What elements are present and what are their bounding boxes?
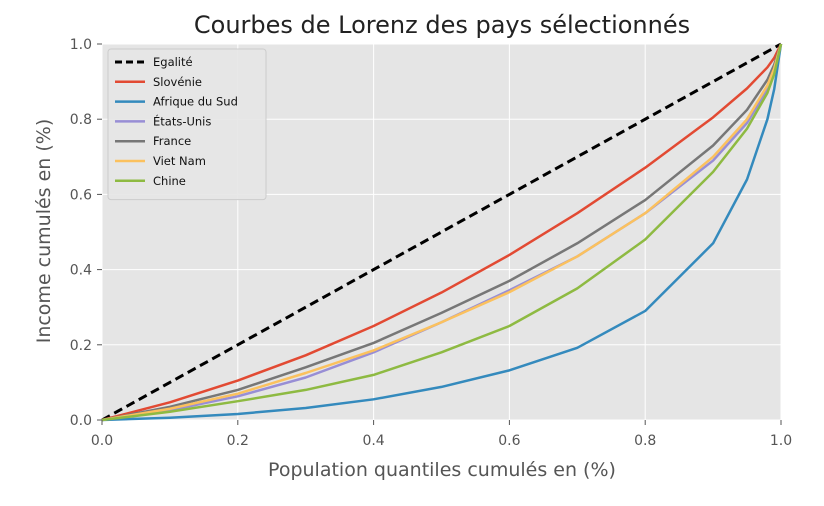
legend-label: France (153, 134, 191, 148)
series-line-5 (101, 43, 783, 422)
x-axis-label: Population quantiles cumulés en (%) (268, 459, 616, 481)
series-line-0 (101, 42, 782, 422)
series-line-6 (101, 43, 783, 422)
y-tick-label: 0.0 (70, 413, 92, 429)
chart-title: Courbes de Lorenz des pays sélectionnés (194, 11, 690, 39)
series-group (101, 42, 783, 422)
y-axis-label: Income cumulés en (%) (33, 119, 55, 344)
x-tick-label: 0.6 (498, 433, 520, 449)
series-line-4 (101, 43, 783, 422)
y-tick-label: 0.4 (70, 263, 92, 279)
x-tick-label: 0.2 (227, 433, 249, 449)
x-tick-label: 0.0 (91, 433, 113, 449)
legend-box (107, 48, 267, 201)
y-tick-label: 1.0 (70, 37, 92, 53)
legend-label: Slovénie (153, 75, 202, 89)
y-tick-label: 0.8 (70, 112, 92, 128)
legend: Egalité Slovénie Afrique du Sud États-Unis F… (107, 48, 267, 201)
legend-label: Chine (153, 174, 186, 188)
series-line-2 (101, 43, 783, 422)
x-tick-label: 1.0 (770, 433, 792, 449)
y-axis-ticks: 0.0 0.2 0.4 0.6 0.8 1.0 (70, 37, 102, 429)
x-tick-label: 0.4 (362, 433, 384, 449)
y-tick-label: 0.2 (70, 338, 92, 354)
legend-label: Afrique du Sud (153, 95, 238, 109)
y-tick-label: 0.6 (70, 187, 92, 203)
legend-label: États-Unis (153, 113, 211, 128)
legend-label: Viet Nam (153, 154, 206, 168)
x-tick-label: 0.8 (634, 433, 656, 449)
series-line-1 (101, 43, 783, 422)
x-axis-ticks: 0.0 0.2 0.4 0.6 0.8 1.0 (91, 420, 792, 449)
legend-label: Egalité (153, 55, 193, 69)
